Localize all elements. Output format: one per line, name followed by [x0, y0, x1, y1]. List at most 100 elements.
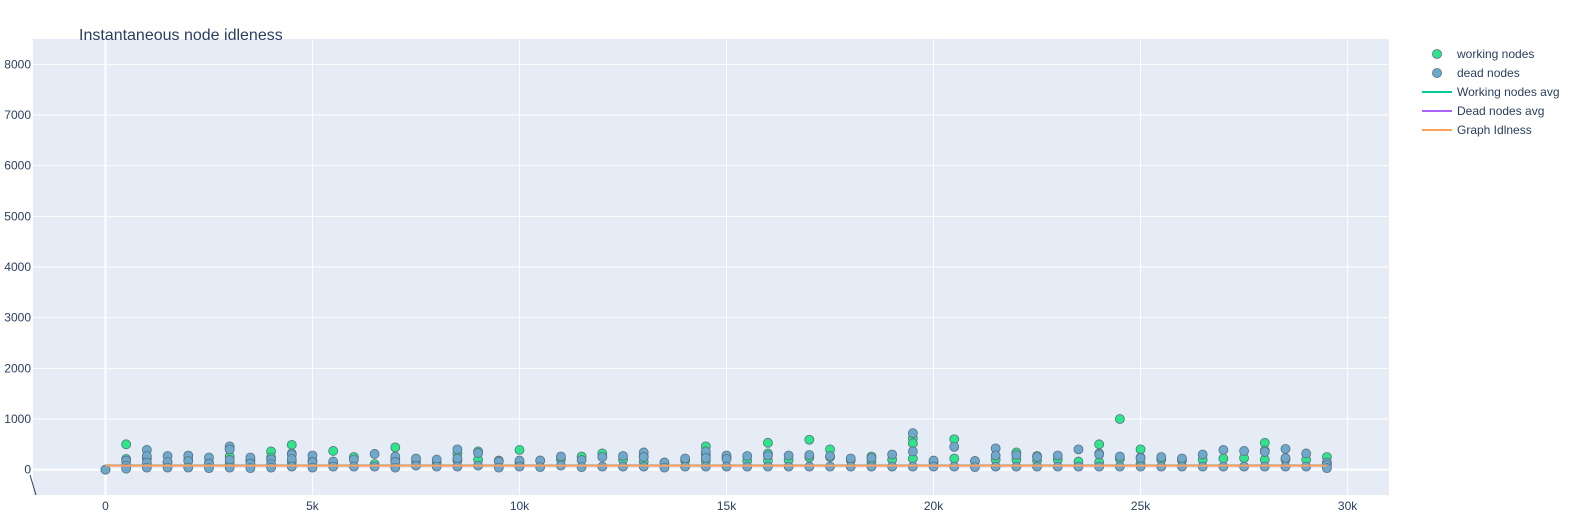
- data-point[interactable]: [1032, 461, 1042, 472]
- legend-item[interactable]: Dead nodes avg: [1422, 104, 1544, 118]
- legend-item[interactable]: Graph Idlness: [1422, 123, 1532, 137]
- data-point[interactable]: [1280, 443, 1291, 454]
- data-point[interactable]: [949, 453, 960, 464]
- data-point[interactable]: [431, 461, 442, 472]
- data-point[interactable]: [1052, 461, 1063, 472]
- data-point[interactable]: [473, 448, 483, 458]
- data-point[interactable]: [576, 462, 587, 473]
- data-point[interactable]: [1218, 453, 1229, 464]
- data-point[interactable]: [535, 462, 546, 473]
- data-point[interactable]: [618, 461, 628, 472]
- data-point[interactable]: [990, 450, 1001, 461]
- data-point[interactable]: [1011, 450, 1022, 460]
- legend-item[interactable]: dead nodes: [1432, 66, 1520, 80]
- data-point[interactable]: [1239, 446, 1249, 456]
- data-point[interactable]: [1094, 439, 1105, 450]
- data-point[interactable]: [763, 461, 773, 472]
- data-point[interactable]: [907, 446, 918, 457]
- data-point[interactable]: [1135, 453, 1146, 463]
- data-point[interactable]: [1197, 461, 1208, 472]
- plot-area[interactable]: [33, 39, 1389, 495]
- data-point[interactable]: [369, 449, 380, 459]
- data-point[interactable]: [1135, 461, 1146, 472]
- data-point[interactable]: [845, 453, 856, 464]
- data-point[interactable]: [949, 441, 960, 452]
- data-point[interactable]: [783, 450, 794, 461]
- data-point[interactable]: [390, 442, 401, 453]
- data-point[interactable]: [286, 439, 297, 450]
- data-point[interactable]: [990, 461, 1001, 472]
- data-point[interactable]: [907, 428, 918, 439]
- data-point[interactable]: [452, 453, 463, 464]
- data-point[interactable]: [783, 461, 794, 472]
- data-point[interactable]: [452, 461, 463, 472]
- data-point[interactable]: [1301, 461, 1312, 472]
- data-point[interactable]: [970, 462, 980, 473]
- data-point[interactable]: [928, 461, 939, 472]
- data-point[interactable]: [452, 444, 463, 455]
- data-point[interactable]: [763, 450, 773, 461]
- data-point[interactable]: [638, 452, 649, 462]
- legend-item[interactable]: Working nodes avg: [1422, 85, 1560, 99]
- data-point[interactable]: [556, 451, 566, 462]
- data-point[interactable]: [1218, 445, 1229, 455]
- data-point[interactable]: [804, 461, 815, 472]
- legend-item[interactable]: working nodes: [1432, 47, 1535, 61]
- data-point[interactable]: [1177, 461, 1187, 472]
- data-point[interactable]: [618, 451, 628, 461]
- data-point[interactable]: [887, 461, 898, 472]
- data-point[interactable]: [1218, 461, 1229, 472]
- data-point[interactable]: [1259, 461, 1270, 472]
- data-point[interactable]: [825, 461, 835, 472]
- data-point[interactable]: [286, 461, 297, 472]
- data-point[interactable]: [949, 461, 960, 472]
- data-point[interactable]: [1094, 449, 1105, 460]
- data-point[interactable]: [763, 437, 773, 448]
- data-point[interactable]: [1197, 449, 1208, 460]
- data-point[interactable]: [1177, 453, 1187, 464]
- data-point[interactable]: [700, 461, 711, 472]
- data-point[interactable]: [514, 461, 525, 472]
- data-point[interactable]: [1114, 461, 1125, 472]
- data-point[interactable]: [597, 461, 608, 472]
- data-point[interactable]: [1114, 451, 1125, 462]
- data-point[interactable]: [721, 461, 732, 472]
- data-point[interactable]: [845, 461, 856, 472]
- data-point[interactable]: [1073, 461, 1084, 472]
- data-point[interactable]: [369, 461, 380, 472]
- data-point[interactable]: [597, 452, 608, 462]
- data-point[interactable]: [1073, 444, 1084, 455]
- data-point[interactable]: [1239, 461, 1249, 472]
- data-point[interactable]: [804, 450, 815, 460]
- data-point[interactable]: [907, 461, 918, 472]
- data-point[interactable]: [680, 453, 691, 464]
- data-point[interactable]: [907, 438, 918, 449]
- data-point[interactable]: [825, 451, 835, 461]
- data-point[interactable]: [866, 461, 877, 472]
- data-point[interactable]: [1280, 453, 1291, 463]
- data-point[interactable]: [121, 439, 132, 450]
- data-point[interactable]: [680, 461, 691, 472]
- data-point[interactable]: [328, 446, 339, 456]
- data-point[interactable]: [1094, 461, 1105, 472]
- data-point[interactable]: [1135, 444, 1146, 455]
- data-point[interactable]: [742, 461, 753, 472]
- data-point[interactable]: [1301, 448, 1312, 459]
- data-point[interactable]: [514, 445, 525, 455]
- data-point[interactable]: [638, 461, 649, 472]
- data-point[interactable]: [1052, 450, 1063, 461]
- data-point[interactable]: [1156, 461, 1167, 472]
- data-point[interactable]: [1114, 414, 1125, 424]
- legend[interactable]: working nodes dead nodes Working nodes avg…: [1422, 47, 1560, 137]
- data-point[interactable]: [742, 451, 753, 461]
- data-point[interactable]: [700, 453, 711, 463]
- data-point[interactable]: [866, 453, 877, 463]
- data-point[interactable]: [1011, 461, 1022, 472]
- data-point[interactable]: [1156, 452, 1167, 462]
- data-point[interactable]: [804, 434, 815, 445]
- data-point[interactable]: [887, 449, 898, 460]
- data-point[interactable]: [1280, 461, 1291, 472]
- data-point[interactable]: [348, 461, 359, 472]
- data-point[interactable]: [1032, 452, 1042, 462]
- data-point[interactable]: [1259, 447, 1270, 457]
